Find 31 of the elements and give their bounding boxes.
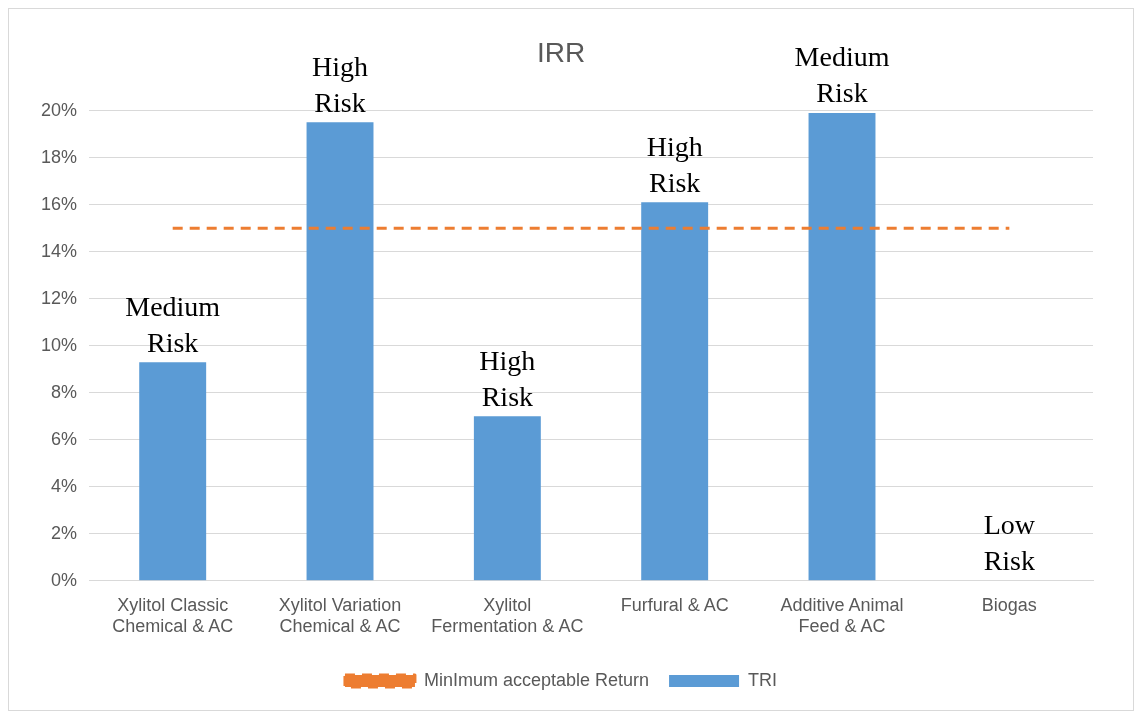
bar [139,362,207,581]
y-tick-label: 4% [51,475,78,496]
y-tick-label: 20% [41,99,78,120]
legend-label: TRI [748,669,778,690]
y-tick-label: 16% [41,193,78,214]
x-tick-label: Biogas [981,594,1037,615]
bar [473,416,541,581]
y-tick-label: 6% [51,428,78,449]
annotation: Low Risk [983,509,1036,577]
y-tick-label: 10% [41,334,78,355]
annotation: High Risk [312,50,369,118]
x-tick-label: Xylitol Fermentation & AC [431,594,584,637]
annotation: High Risk [646,130,703,198]
y-tick-label: 0% [51,569,78,590]
y-tick-label: 14% [41,240,78,261]
y-tick-label: 12% [41,287,78,308]
annotation: Medium Risk [125,290,221,358]
x-tick-label: Xylitol Classic Chemical & AC [112,594,234,637]
y-tick-label: 2% [51,522,78,543]
bar [808,112,876,581]
chart-title: IRR [536,36,586,68]
bar [306,122,374,581]
annotation: High Risk [479,344,536,412]
x-tick-label: Additive Animal Feed & AC [780,594,904,637]
annotation: Medium Risk [794,41,890,109]
bar [641,202,709,581]
y-tick-label: 8% [51,381,78,402]
x-tick-label: Xylitol Variation Chemical & AC [278,594,402,637]
x-tick-label: Furfural & AC [620,594,729,615]
legend-label: MinImum acceptable Return [423,669,650,690]
y-tick-label: 18% [41,146,78,167]
